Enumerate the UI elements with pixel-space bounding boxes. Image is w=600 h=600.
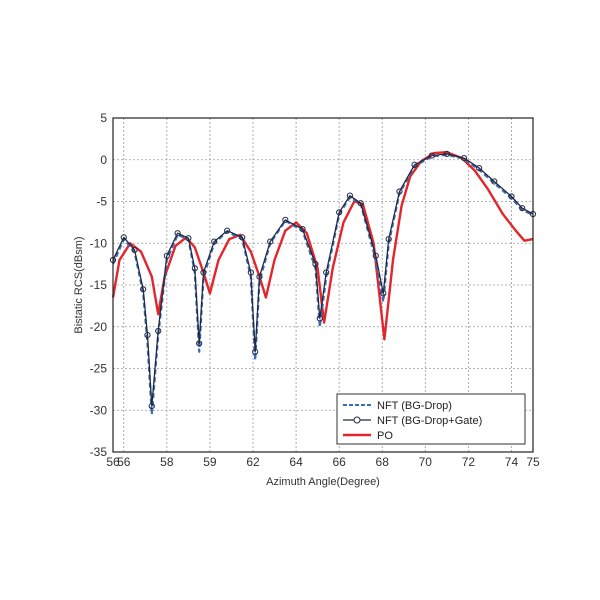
data-point-marker	[323, 269, 330, 276]
data-point-marker	[428, 152, 435, 159]
y-tick-label: -20	[90, 320, 108, 334]
series-line-nft-bg-drop-gate	[112, 153, 534, 407]
data-point-marker	[316, 315, 323, 322]
data-point-marker	[299, 225, 306, 233]
data-point-marker	[336, 209, 343, 216]
y-tick-label: -10	[90, 236, 108, 250]
data-point-marker	[185, 235, 192, 242]
x-tick-label: 75	[526, 455, 540, 469]
y-tick-label: -5	[96, 195, 107, 209]
data-point-marker	[191, 265, 198, 272]
x-tick-label: 56	[117, 455, 131, 469]
data-point-marker	[491, 178, 498, 185]
data-point-marker	[155, 327, 162, 335]
data-point-marker	[252, 348, 259, 355]
data-point-marker	[239, 234, 246, 241]
x-tick-label: 70	[419, 455, 433, 469]
data-point-marker	[174, 230, 181, 237]
y-tick-label: -15	[90, 278, 108, 292]
x-tick-label: 59	[203, 455, 217, 469]
legend: NFT (BG-Drop) NFT (BG-Drop+Gate) PO	[336, 393, 526, 445]
legend-entry-label: PO	[377, 430, 393, 442]
data-point-marker	[144, 332, 151, 339]
data-point-marker	[148, 402, 155, 410]
legend-marker	[353, 416, 361, 424]
y-tick-label: 5	[100, 111, 107, 125]
data-point-marker	[312, 261, 319, 268]
data-point-marker	[476, 165, 483, 172]
data-point-marker	[460, 154, 468, 162]
data-point-marker	[267, 238, 274, 245]
data-point-marker	[224, 227, 231, 234]
data-point-marker	[211, 238, 218, 245]
x-tick-label: 56	[106, 455, 120, 469]
series-line-po	[111, 151, 534, 341]
data-point-marker	[357, 200, 364, 207]
x-tick-label: 68	[376, 455, 390, 469]
data-point-marker	[346, 192, 354, 199]
y-tick-label: -35	[90, 445, 108, 459]
legend-entry-label: NFT (BG-Drop)	[377, 400, 452, 412]
grid	[113, 118, 533, 452]
x-tick-label: 74	[505, 455, 519, 469]
x-tick-label: 58	[160, 455, 174, 469]
legend-entry-label: NFT (BG-Drop+Gate)	[377, 415, 482, 427]
x-tick-label: 64	[289, 455, 303, 469]
data-point-marker	[120, 234, 127, 241]
data-point-marker	[380, 290, 387, 297]
x-tick-label: 62	[246, 455, 260, 469]
data-point-marker	[411, 161, 418, 168]
data-point-marker	[200, 269, 207, 276]
y-tick-label: -25	[90, 362, 108, 376]
data-point-marker	[443, 150, 450, 158]
data-point-marker	[385, 235, 392, 243]
y-tick-label: 0	[100, 153, 107, 167]
y-tick-label: -30	[90, 403, 108, 417]
data-point-marker	[372, 252, 379, 259]
y-tick-labels: 5 0 -5 -10 -15 -20 -25 -30 -35	[90, 111, 108, 459]
series-layer	[109, 150, 537, 416]
y-axis-label: Bistatic RCS(dBsm)	[73, 236, 85, 333]
data-point-marker	[196, 340, 203, 347]
x-axis-label: Azimuth Angle(Degree)	[266, 476, 380, 488]
data-point-marker	[140, 286, 147, 293]
data-point-marker	[131, 246, 138, 254]
x-tick-label: 66	[332, 455, 346, 469]
data-point-marker	[282, 216, 289, 223]
data-point-marker	[508, 193, 515, 200]
data-point-marker	[247, 269, 254, 276]
x-tick-label: 72	[462, 455, 476, 469]
data-point-marker	[163, 252, 170, 259]
data-point-marker	[256, 273, 263, 280]
data-point-marker	[396, 188, 403, 195]
plot-frame	[112, 117, 534, 453]
data-point-marker	[519, 205, 526, 212]
